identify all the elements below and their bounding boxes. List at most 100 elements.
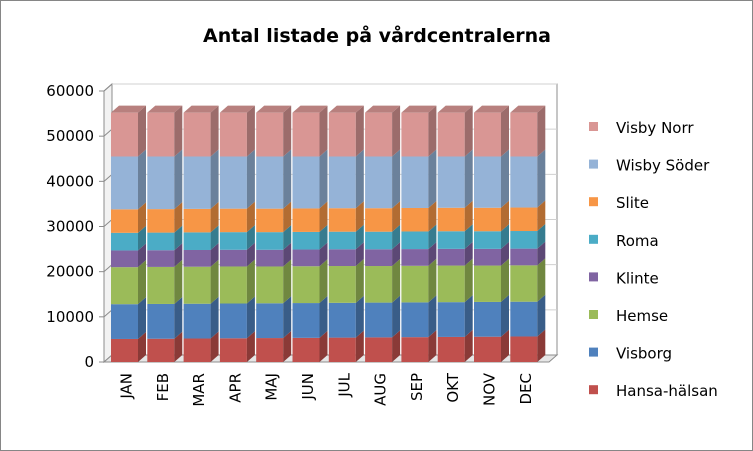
bar-segment <box>510 149 546 208</box>
bar-segment <box>365 295 401 338</box>
bar-side <box>428 149 437 208</box>
legend-swatch <box>589 347 598 357</box>
bar-segment <box>183 296 219 339</box>
bar-front <box>328 231 356 250</box>
bar-front <box>292 337 320 362</box>
bar-side <box>501 241 509 266</box>
bar-side <box>246 259 255 304</box>
bar-top <box>510 105 546 113</box>
bar-front <box>183 303 211 339</box>
chart-title: Antal listade på vårdcentralerna <box>203 23 551 47</box>
bar-side <box>210 105 219 157</box>
bar-front <box>510 207 538 232</box>
bar-front <box>219 156 247 209</box>
bar-front <box>183 266 211 304</box>
bar-segment <box>256 331 292 362</box>
legend-label: Visby Norr <box>616 119 694 137</box>
bar-segment <box>474 294 509 337</box>
bar-segment <box>219 201 255 233</box>
bar-side <box>319 259 328 304</box>
gridline-left <box>103 128 113 137</box>
bar-side <box>138 149 146 210</box>
bar-front <box>510 231 538 249</box>
bar-side <box>537 105 546 157</box>
bar-front <box>474 265 501 302</box>
bar-top <box>474 105 509 113</box>
bar-front <box>474 248 501 266</box>
bar-side <box>392 242 401 267</box>
bar-side <box>392 330 401 362</box>
bar-segment <box>111 260 146 305</box>
bar-stacks <box>111 105 546 362</box>
bar-side <box>246 105 255 157</box>
bar-segment <box>111 105 146 157</box>
bar-side <box>174 296 183 339</box>
bar-side <box>501 329 509 362</box>
bar-front <box>256 266 284 304</box>
bar-side <box>464 329 473 362</box>
bar-segment <box>437 258 473 303</box>
bar-side <box>319 201 328 232</box>
bar-segment <box>219 105 255 157</box>
x-axis-ticks: JAN FEB MAR APR MAJ JUN JUL AUG SEP OKT NOV DEC <box>118 372 535 406</box>
bar-top <box>401 105 437 113</box>
bar-segment <box>365 242 401 267</box>
gridline-left <box>103 309 113 318</box>
bar-segment <box>292 201 328 232</box>
legend-label: Wisby Söder <box>616 157 710 175</box>
bar-side <box>319 224 328 250</box>
bar-front <box>474 301 501 337</box>
bar-front <box>401 302 429 338</box>
bar-segment <box>474 149 509 208</box>
bar-segment <box>474 224 509 249</box>
bar-side <box>355 149 364 209</box>
bar-side <box>501 294 509 337</box>
bar-segment <box>437 224 473 249</box>
bar-front <box>510 265 538 302</box>
bar-side <box>174 331 183 362</box>
bar-front <box>256 156 284 209</box>
bar-front <box>256 249 284 267</box>
bar-front <box>147 303 175 339</box>
bar-side <box>283 225 292 250</box>
bar-side <box>464 241 473 266</box>
bar-side <box>283 259 292 304</box>
bar-side <box>355 105 364 157</box>
bar-segment <box>111 149 146 210</box>
bar-side <box>537 224 546 249</box>
bar-stack-jan <box>111 105 146 362</box>
bar-segment <box>474 329 509 362</box>
legend-label: Visborg <box>616 345 672 363</box>
bar-side <box>428 200 437 232</box>
bar-front <box>401 112 429 157</box>
bar-side <box>138 105 146 157</box>
bar-front <box>510 248 538 266</box>
y-tick-label: 60000 <box>46 82 94 100</box>
y-tick-label: 0 <box>84 353 94 371</box>
bar-segment <box>256 242 292 267</box>
bar-front <box>183 249 211 267</box>
bar-segment <box>256 149 292 209</box>
bar-front <box>183 208 211 233</box>
bar-front <box>256 303 284 339</box>
bar-front <box>510 336 538 362</box>
bar-segment <box>111 202 146 233</box>
bar-front <box>328 208 356 232</box>
x-tick-label: SEP <box>408 373 426 401</box>
bar-front <box>510 156 538 208</box>
bar-side <box>283 149 292 209</box>
bar-side <box>392 224 401 250</box>
y-tick-label: 10000 <box>46 308 94 326</box>
bar-front <box>292 156 320 209</box>
bar-segment <box>219 242 255 267</box>
bar-side <box>138 202 146 233</box>
bar-segment <box>292 259 328 304</box>
bar-segment <box>256 105 292 157</box>
bar-segment <box>510 294 546 337</box>
bar-segment <box>147 296 183 339</box>
bar-front <box>365 266 393 303</box>
x-tick-label: JUL <box>335 372 353 397</box>
bar-front <box>437 207 465 232</box>
bar-front <box>111 338 138 362</box>
bar-stack-dec <box>510 105 546 362</box>
